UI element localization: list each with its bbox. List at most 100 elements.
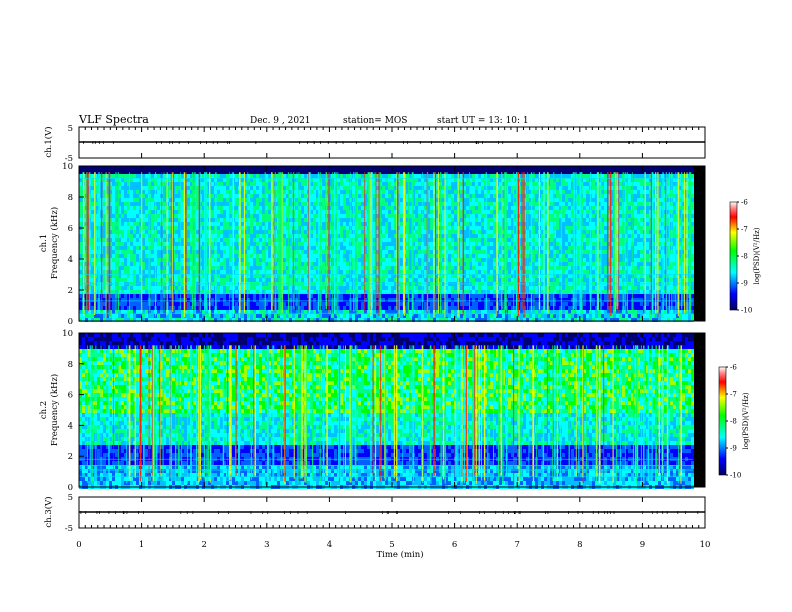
ch1-spectrum-cell (157, 318, 160, 322)
ch1-spectrum-cell (253, 246, 256, 250)
ch1-spectrum-cell (448, 254, 451, 258)
ch1-spectrum-cell (286, 274, 289, 278)
ch1-spectrum-cell (79, 258, 82, 262)
ch1-spectrum-cell (442, 310, 445, 314)
ch1-spectrum-cell (316, 306, 319, 310)
ch1-spectrum-cell (268, 258, 271, 262)
ch1-spectrum-cell (148, 202, 151, 206)
ch1-spectrum-cell (427, 310, 430, 314)
ch1-spectrum-cell (106, 242, 109, 246)
ch1-spectrum-cell (424, 298, 427, 302)
ch1-spectrum-cell (226, 242, 229, 246)
ch1-spectrum-cell (130, 174, 133, 178)
ch1-spectrum-cell (415, 198, 418, 202)
ch1-spectrum-cell (136, 266, 139, 270)
ch1-spectrum-cell (133, 310, 136, 314)
ch1-spectrum-cell (136, 318, 139, 322)
ch1-spectrum-cell (112, 210, 115, 214)
ch1-spectrum-cell (442, 258, 445, 262)
ch1-spectrum-cell (436, 266, 439, 270)
ch1-spectrum-cell (382, 242, 385, 246)
ch1-spectrum-cell (361, 166, 364, 170)
ch1-spectrum-cell (157, 306, 160, 310)
ch1-spectrum-cell (337, 190, 340, 194)
ch1-spectrum-cell (337, 318, 340, 322)
ch1-spectrum-cell (226, 274, 229, 278)
ch1-spectrum-cell (301, 186, 304, 190)
ch1-spectrum-cell (397, 166, 400, 170)
ch1-spectrum-cell (199, 318, 202, 322)
ch1-spectrum-cell (424, 190, 427, 194)
ch1-spectrum-cell (136, 214, 139, 218)
ch1-spectrum-cell (397, 262, 400, 266)
ch1-spectrum-cell (277, 318, 280, 322)
ch1-spectrum-cell (427, 186, 430, 190)
ch1-spectrum-cell (106, 218, 109, 222)
ch1-spectrum-cell (400, 222, 403, 226)
ch1-spectrum-cell (247, 226, 250, 230)
ch1-spectrum-cell (265, 290, 268, 294)
ch1-spectrum-cell (256, 226, 259, 230)
ch1-spectrum-cell (286, 206, 289, 210)
ch1-spectrum-cell (379, 170, 382, 174)
ch1-spectrum-cell (301, 170, 304, 174)
ch1-spectrum-cell (427, 254, 430, 258)
ch1-spectrum-cell (127, 214, 130, 218)
ch1-spectrum-cell (268, 170, 271, 174)
ch1-spectrum-cell (394, 186, 397, 190)
ch1-spectrum-cell (211, 290, 214, 294)
ch1-spectrum-cell (343, 230, 346, 234)
ch1-spectrum-cell (262, 178, 265, 182)
ch1-spectrum-cell (187, 186, 190, 190)
ch1-spectrum-cell (322, 302, 325, 306)
ch1-spectrum-cell (373, 210, 376, 214)
ch1-spectrum-cell (337, 298, 340, 302)
ch1-spectrum-cell (427, 238, 430, 242)
ch1-spectrum-cell (253, 190, 256, 194)
ch1-spectrum-cell (277, 166, 280, 170)
ch1-spectrum-cell (337, 194, 340, 198)
ch1-spectrum-cell (418, 198, 421, 202)
ch1-spectrum-cell (202, 242, 205, 246)
ch1-spectrum-cell (259, 298, 262, 302)
ch1-spectrum-cell (133, 206, 136, 210)
ch1-spectrum-cell (118, 230, 121, 234)
ch1-spectrum-cell (187, 250, 190, 254)
ch1-spectrum-cell (409, 290, 412, 294)
ch1-spectrum-cell (346, 182, 349, 186)
ch1-spectrum-cell (406, 290, 409, 294)
ch1-spectrum-cell (217, 258, 220, 262)
ch1-spectrum-cell (79, 182, 82, 186)
ch1-spectrum-cell (289, 278, 292, 282)
ch1-spectrum-cell (424, 266, 427, 270)
ch1-spectrum-cell (340, 166, 343, 170)
ch1-spectrum-cell (214, 166, 217, 170)
ch1-spectrum-cell (178, 230, 181, 234)
ch1-spectrum-cell (337, 202, 340, 206)
ch1-spectrum-cell (397, 314, 400, 318)
ch1-spectrum-cell (223, 278, 226, 282)
ch1-spectrum-cell (256, 270, 259, 274)
ch1-spectrum-cell (253, 306, 256, 310)
ch1-spectrum-cell (103, 178, 106, 182)
ch1-spectrum-cell (424, 226, 427, 230)
ch1-spectrum-cell (79, 298, 82, 302)
ch1-spectrum-cell (346, 190, 349, 194)
ch1-spectrum-cell (124, 198, 127, 202)
ch1-spectrum-cell (235, 174, 238, 178)
ch1-spectrum-cell (148, 186, 151, 190)
ch1-spectrum-cell (145, 194, 148, 198)
ch1-spectrum-cell (181, 190, 184, 194)
ch1-spectrum-cell (211, 246, 214, 250)
ch1-spectrum-cell (298, 278, 301, 282)
ch1-spectrum-cell (337, 270, 340, 274)
ch1-spectrum-cell (391, 210, 394, 214)
ch1-spectrum-cell (247, 246, 250, 250)
ch1-spectrum-cell (376, 250, 379, 254)
ch1-spectrum-cell (418, 174, 421, 178)
ch1-spectrum-cell (388, 310, 391, 314)
ch1-spectrum-cell (169, 194, 172, 198)
ch1-spectrum-cell (223, 262, 226, 266)
ch1-spectrum-cell (91, 274, 94, 278)
ch1-spectrum-cell (145, 250, 148, 254)
